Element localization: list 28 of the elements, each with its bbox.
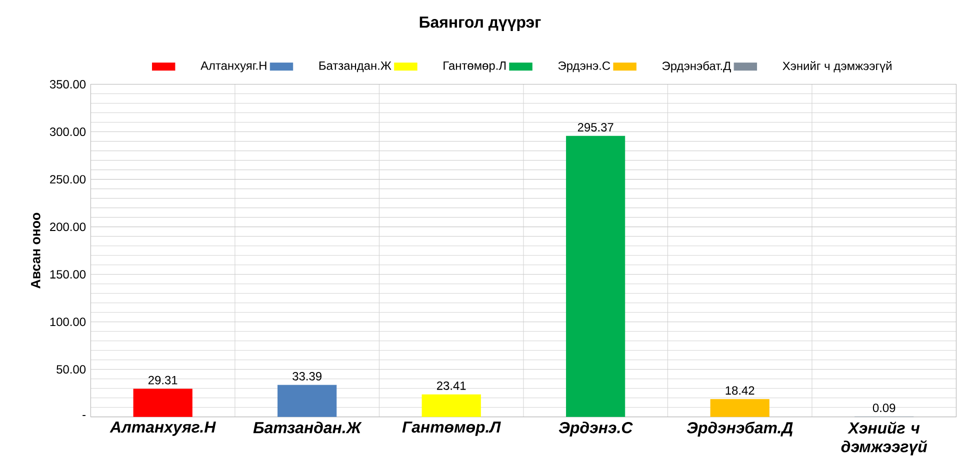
y-tick-label: 100.00 <box>50 318 86 326</box>
legend-label: Эрдэнэ.С <box>558 61 610 72</box>
data-label: 23.41 <box>436 382 466 390</box>
legend-label: Эрдэнэбат.Д <box>662 61 731 73</box>
y-tick-label: - <box>82 415 86 416</box>
x-tick-label: Хэнийг ч дэмжээгүй <box>841 422 928 456</box>
x-tick-label: Гантөмөр.Л <box>402 422 501 436</box>
x-tick-label: Батзандан.Ж <box>253 422 362 434</box>
x-tick-label: Алтанхуяг.Н <box>110 422 216 436</box>
x-tick-label: Эрдэнэ.С <box>558 422 633 436</box>
x-tick-label: Эрдэнэбат.Д <box>686 422 793 437</box>
y-tick-label: 350.00 <box>50 80 86 89</box>
y-tick-label: 50.00 <box>56 365 86 374</box>
legend-label: Хэнийг ч дэмжээгүй <box>782 61 892 73</box>
data-label: 18.42 <box>726 386 754 395</box>
chart-title: Баянгол дүүрэг <box>420 16 541 31</box>
y-axis-title: Авсан оноо <box>31 212 40 289</box>
data-label: 0.09 <box>872 404 896 412</box>
data-label: 29.31 <box>148 376 178 384</box>
y-tick-label: 250.00 <box>50 175 86 184</box>
legend-label: Алтанхуяг.Н <box>200 62 266 72</box>
y-tick-label: 300.00 <box>50 128 86 136</box>
legend-label: Батзандан.Ж <box>319 62 392 72</box>
y-tick-label: 150.00 <box>50 270 86 279</box>
data-label: 295.37 <box>578 123 614 132</box>
data-label: 33.39 <box>292 372 322 381</box>
y-tick-label: 200.00 <box>50 222 86 232</box>
legend-label: Гантөмөр.Л <box>444 62 506 72</box>
